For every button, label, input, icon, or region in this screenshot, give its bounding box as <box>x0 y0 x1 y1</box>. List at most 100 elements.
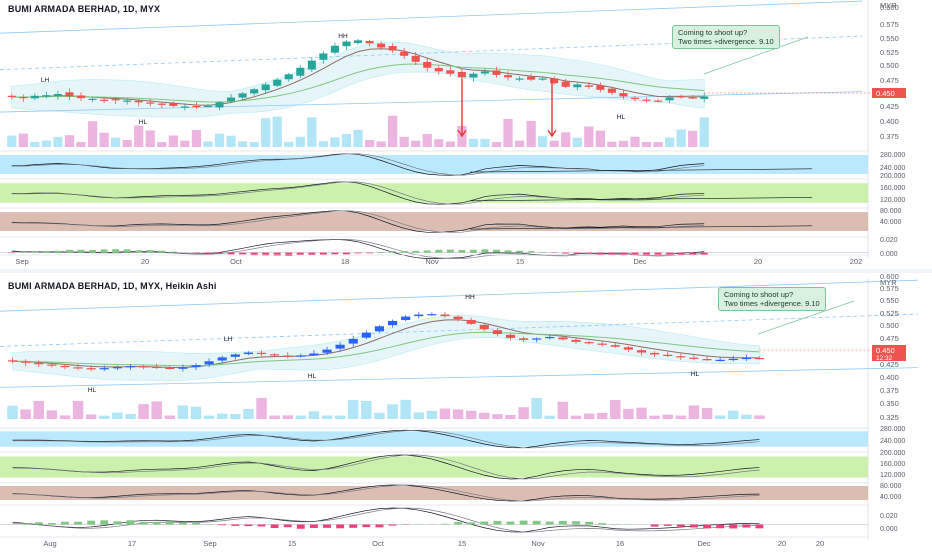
candle-body <box>113 367 122 368</box>
volume-bar <box>88 121 97 147</box>
swing-label: HL <box>139 119 148 126</box>
macd-histogram-bar <box>153 522 161 525</box>
candle-body <box>31 96 39 99</box>
volume-bar <box>230 414 240 419</box>
candle-body <box>414 315 423 317</box>
callout-top: Coming to shoot up? Two times +divergenc… <box>672 25 780 49</box>
candle-body <box>676 356 685 357</box>
volume-bar <box>503 119 512 147</box>
time-axis-tick: 20 <box>754 257 762 266</box>
macd-line <box>13 508 760 532</box>
candle-body <box>440 315 449 317</box>
volume-bar <box>112 413 122 419</box>
volume-bar <box>261 118 270 147</box>
volume-bar <box>134 126 143 147</box>
volume-bar <box>204 416 214 419</box>
price-axis-tick: 0.600 <box>880 272 899 281</box>
rsi-band <box>0 431 868 446</box>
macd-histogram-bar <box>528 251 535 252</box>
indicator-axis-tick: 120.000 <box>880 472 905 479</box>
candle-body <box>42 95 50 97</box>
candle-body <box>296 355 305 356</box>
macd-histogram-bar <box>378 252 385 253</box>
macd-histogram-bar <box>112 249 119 252</box>
volume-bar <box>584 127 593 147</box>
candle-body <box>77 95 85 98</box>
candle-body <box>362 333 371 338</box>
volume-bar <box>243 409 253 419</box>
volume-bar <box>226 136 235 147</box>
candle-body <box>204 106 212 107</box>
indicator-axis-tick: 200.000 <box>880 450 905 457</box>
candle-body <box>755 358 764 359</box>
swing-label: HL <box>617 114 626 121</box>
macd-histogram-bar <box>520 521 528 525</box>
volume-bar <box>466 411 476 419</box>
volume-bar <box>545 416 555 419</box>
volume-bar <box>250 142 259 147</box>
macd-histogram-bar <box>218 525 226 526</box>
candle-body <box>469 74 477 78</box>
volume-bar <box>361 401 371 419</box>
candle-body <box>331 46 339 53</box>
volume-bar <box>296 416 306 419</box>
volume-bar <box>636 408 646 419</box>
volume-bar <box>453 409 463 419</box>
volume-bar <box>754 415 764 419</box>
volume-bar <box>7 136 16 147</box>
time-axis-tick: 15 <box>458 539 466 548</box>
swing-label: HH <box>338 33 348 40</box>
candle-body <box>596 85 604 89</box>
candle-body <box>642 100 650 101</box>
macd-histogram-bar <box>297 525 305 529</box>
time-axis-tick: Sep <box>15 257 28 266</box>
volume-bar <box>238 141 247 147</box>
price-axis-tick: 0.500 <box>880 321 899 330</box>
time-axis-tick: Dec <box>633 257 647 266</box>
macd-histogram-bar <box>323 525 331 528</box>
indicator-axis-tick: 80.000 <box>880 483 902 490</box>
volume-bar <box>662 415 672 419</box>
candle-body <box>250 89 258 93</box>
candle-body <box>608 89 616 93</box>
macd-histogram-bar <box>574 253 581 254</box>
volume-bar <box>469 139 478 147</box>
volume-bar <box>531 398 541 419</box>
volume-bar <box>217 414 227 419</box>
indicator-axis-tick: 160.000 <box>880 185 905 192</box>
price-axis-tick: 0.375 <box>880 132 899 141</box>
candle-body <box>65 92 73 96</box>
price-tag-time: 12:32 <box>876 355 893 362</box>
time-axis-tick: Nov <box>531 539 545 548</box>
volume-bar <box>623 409 633 419</box>
candle-body <box>139 366 148 367</box>
price-axis-tick: 0.375 <box>880 386 899 395</box>
candle-body <box>8 96 16 97</box>
candle-body <box>89 99 97 100</box>
callout-bottom-line-2: Two times +divergence. 9.10 <box>724 299 820 308</box>
volume-bar <box>414 412 424 419</box>
macd-histogram-bar <box>366 253 373 254</box>
time-axis-tick: 20 <box>778 539 786 548</box>
macd-histogram-bar <box>74 522 82 525</box>
callout-bottom-line-1: Coming to shoot up? <box>724 290 820 299</box>
volume-bar <box>665 138 674 147</box>
macd-histogram-bar <box>447 250 454 253</box>
candle-body <box>192 106 200 107</box>
price-axis-tick: 0.500 <box>880 61 899 70</box>
stoch-band <box>0 183 868 203</box>
macd-histogram-bar <box>258 525 266 527</box>
volume-bar <box>374 413 384 419</box>
candle-body <box>205 361 214 364</box>
macd-histogram-bar <box>664 525 672 526</box>
candle-body <box>504 75 512 77</box>
candle-body <box>585 85 593 86</box>
volume-bar <box>330 137 339 147</box>
volume-bar <box>165 416 175 419</box>
volume-bar <box>400 137 409 147</box>
volume-bar <box>19 134 28 147</box>
macd-histogram-bar <box>127 520 135 524</box>
volume-bar <box>215 134 224 147</box>
